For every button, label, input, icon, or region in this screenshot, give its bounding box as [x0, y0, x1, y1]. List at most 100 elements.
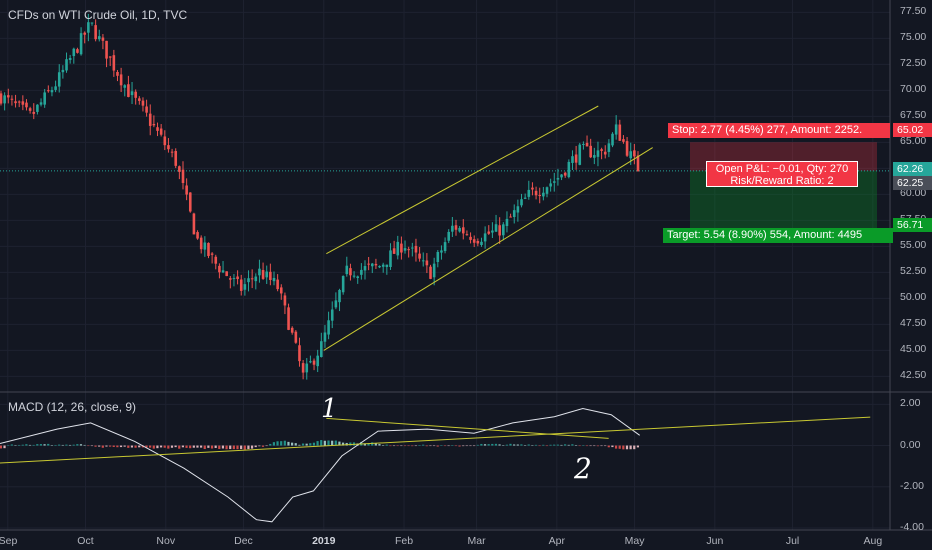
macd-histogram-bar	[119, 445, 123, 448]
macd-histogram-bar	[436, 445, 439, 447]
candle-body	[76, 49, 79, 53]
candle-body	[454, 225, 458, 230]
macd-histogram-bar	[276, 441, 279, 446]
candle-body	[403, 248, 407, 251]
candle	[589, 138, 592, 159]
candle-body	[432, 263, 436, 278]
macd-histogram-bar	[134, 445, 137, 448]
time-axis-label: May	[624, 535, 645, 547]
macd-histogram-bar	[367, 443, 370, 446]
candle	[17, 100, 21, 108]
macd-histogram-bar	[240, 445, 243, 450]
candle-body	[411, 247, 414, 249]
macd-indicator-title[interactable]: MACD (12, 26, close, 9)	[8, 400, 137, 414]
macd-histogram-bar	[10, 444, 13, 446]
channel-lower-line	[323, 147, 653, 351]
macd-histogram-bar	[7, 445, 10, 446]
macd-histogram-bar	[98, 445, 101, 447]
macd-histogram-bar	[320, 440, 323, 446]
annotation-mark-1: 1	[321, 394, 338, 424]
candle	[36, 104, 39, 115]
stop-loss-label[interactable]: Stop: 2.77 (4.45%) 277, Amount: 2252.	[668, 123, 890, 138]
take-profit-label[interactable]: Target: 5.54 (8.90%) 554, Amount: 4495	[663, 228, 893, 243]
candle-body	[509, 216, 512, 218]
candle-body	[560, 174, 563, 178]
candle	[218, 263, 221, 279]
candle-body	[174, 151, 178, 166]
macd-histogram-bar	[291, 442, 294, 446]
candle-body	[3, 95, 6, 104]
candle	[145, 99, 148, 117]
channel-upper-line	[326, 105, 599, 255]
macd-histogram-bar	[145, 445, 148, 448]
candle	[465, 230, 469, 236]
candle-body	[279, 287, 283, 294]
macd-histogram-bar	[531, 445, 534, 446]
macd-histogram-bar	[614, 445, 618, 449]
macd-histogram-bar	[414, 445, 417, 447]
macd-histogram-bar	[152, 445, 155, 449]
macd-histogram-bar	[629, 445, 632, 450]
macd-histogram-bar	[25, 444, 28, 446]
macd-histogram-bar	[225, 445, 228, 450]
macd-histogram-bar	[280, 441, 283, 446]
candle	[618, 119, 622, 141]
candle-body	[341, 276, 345, 293]
candle	[447, 229, 451, 244]
price-axis-label: 72.50	[900, 57, 927, 70]
macd-histogram-bar	[618, 445, 621, 449]
candle	[334, 292, 338, 310]
candle-body	[611, 133, 614, 146]
candle-body	[97, 36, 101, 40]
macd-histogram-bar	[221, 445, 225, 449]
candle-body	[483, 233, 487, 242]
macd-histogram-bar	[374, 443, 377, 446]
candle	[596, 141, 600, 167]
candle	[574, 145, 578, 170]
candle	[290, 326, 294, 335]
candle	[239, 274, 243, 296]
time-axis-label: Feb	[394, 535, 414, 547]
ascending-channel	[323, 105, 653, 351]
candle	[287, 303, 290, 331]
macd-histogram-bar	[18, 444, 21, 446]
candle-body	[407, 249, 410, 251]
candle-body	[396, 241, 400, 256]
macd-histogram-bar	[138, 445, 141, 448]
candle-body	[112, 55, 116, 71]
candle	[243, 277, 247, 296]
candle	[301, 359, 305, 380]
macd-histogram-bar	[574, 444, 578, 446]
candle	[407, 246, 410, 258]
macd-histogram-bar	[425, 445, 428, 447]
macd-histogram-bar	[516, 444, 519, 446]
candle-body	[323, 332, 327, 342]
candle-body	[94, 25, 97, 40]
candle	[458, 226, 461, 233]
candle	[498, 217, 501, 244]
candle	[312, 358, 316, 371]
price-axis-label: 67.50	[900, 109, 927, 122]
macd-histogram-bar	[545, 445, 548, 447]
candle	[512, 204, 516, 224]
candle	[472, 235, 476, 248]
candle-body	[181, 169, 185, 184]
macd-histogram-bar	[214, 445, 217, 448]
macd-axis-label: -2.00	[900, 479, 924, 492]
macd-histogram-bar	[200, 445, 203, 448]
candle-body	[578, 144, 582, 165]
candle	[374, 258, 378, 269]
macd-histogram-bar	[465, 445, 468, 447]
position-pnl-box[interactable]: Open P&L: −0.01, Qty: 270 Risk/Reward Ra…	[706, 161, 858, 187]
candle	[545, 186, 549, 198]
candle-body	[218, 265, 221, 273]
candle	[188, 192, 192, 213]
macd-histogram-bar	[502, 445, 505, 446]
candle-body	[185, 185, 188, 195]
candle	[174, 148, 178, 169]
candle	[483, 226, 487, 249]
candle	[487, 225, 491, 235]
macd-histogram-bar	[109, 445, 112, 447]
candle-body	[232, 278, 236, 280]
